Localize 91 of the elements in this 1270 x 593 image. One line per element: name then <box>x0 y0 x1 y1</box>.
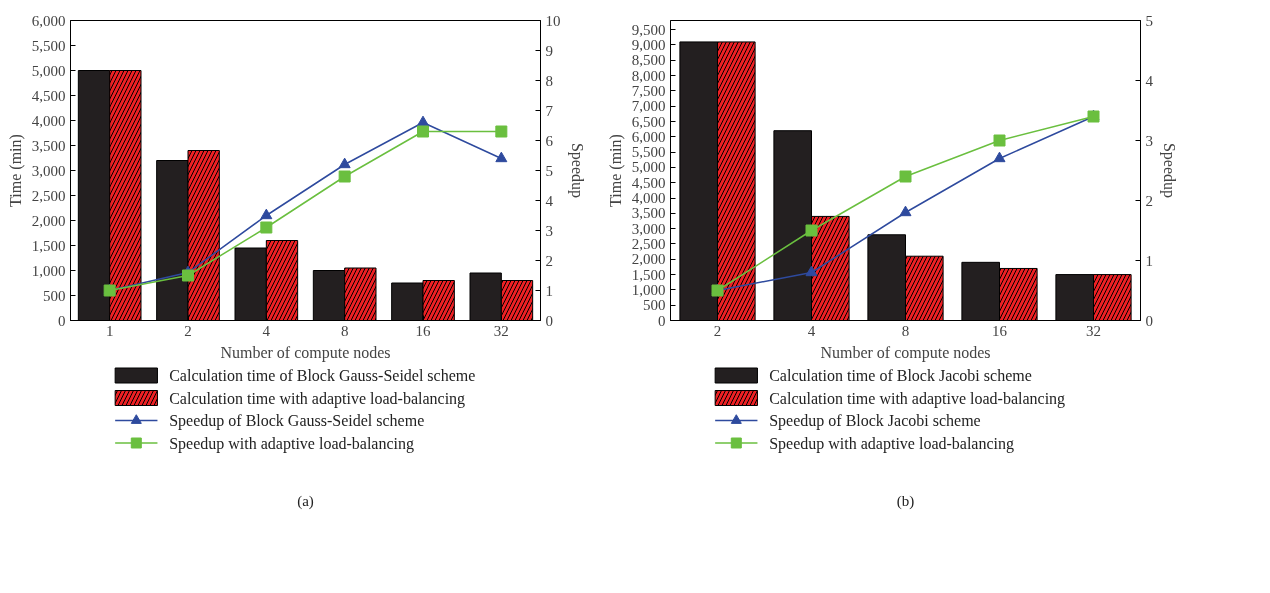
legend-label: Speedup with adaptive load-balancing <box>169 434 415 453</box>
y-tick-label: 2,000 <box>31 212 66 229</box>
y-tick-label: 1,000 <box>31 262 66 279</box>
point <box>417 125 429 138</box>
y-tick-label: 500 <box>43 287 66 304</box>
y-tick-label: 3,000 <box>631 220 666 237</box>
point <box>993 134 1006 147</box>
y-tick-label: 4,500 <box>31 87 66 104</box>
y-tick-label: 9,500 <box>631 21 666 38</box>
y-tick-label: 3,000 <box>31 162 66 179</box>
y-tick-label: 1,500 <box>31 237 66 254</box>
y2-tick-label: 1 <box>545 282 553 299</box>
y2-tick-label: 0 <box>1145 312 1153 329</box>
y-tick-label: 1,500 <box>631 266 666 283</box>
y2-tick-label: 2 <box>1145 192 1153 209</box>
x-axis-title: Number of compute nodes <box>220 343 391 362</box>
point <box>338 157 351 169</box>
legend-label: Speedup with adaptive load-balancing <box>769 434 1015 453</box>
y2-tick-label: 5 <box>1145 12 1153 29</box>
point <box>495 125 508 138</box>
legend-label: Calculation time of Block Jacobi scheme <box>769 367 1032 384</box>
y-tick-label: 5,500 <box>631 144 666 161</box>
y-tick-label: 4,000 <box>31 112 66 129</box>
x-tick-label: 8 <box>340 322 349 339</box>
y-tick-label: 6,000 <box>31 12 66 29</box>
point <box>993 151 1006 163</box>
x-tick-label: 8 <box>901 322 910 339</box>
legend-label: Calculation time of Block Gauss-Seidel scheme <box>169 367 476 384</box>
y-axis-title: Time (min) <box>6 134 25 207</box>
y2-tick-label: 6 <box>545 132 554 149</box>
point <box>805 265 818 277</box>
y2-tick-label: 0 <box>545 312 553 329</box>
y-tick-label: 8,000 <box>631 67 666 84</box>
y-tick-label: 1,000 <box>631 281 666 298</box>
y-tick-label: 7,500 <box>631 82 666 99</box>
point <box>182 269 194 282</box>
y-tick-label: 6,500 <box>631 113 666 130</box>
x-axis-title: Number of compute nodes <box>820 343 991 362</box>
y2-tick-label: 10 <box>545 12 561 29</box>
x-tick-label: 2 <box>184 322 192 339</box>
point <box>899 170 912 183</box>
legend-label: Speedup of Block Jacobi scheme <box>769 412 981 430</box>
legend-label: Calculation time with adaptive load-balancing <box>769 389 1066 408</box>
y-axis-title: Time (min) <box>606 134 625 207</box>
y-tick-label: 8,500 <box>631 52 666 69</box>
x-tick-label: 16 <box>415 322 431 339</box>
y-tick-label: 2,500 <box>631 235 666 252</box>
text: (a) <box>297 493 314 510</box>
y2-tick-label: 2 <box>545 252 553 269</box>
x-tick-label: 16 <box>992 322 1008 339</box>
y-tick-label: 0 <box>658 312 666 329</box>
y2-tick-label: 7 <box>545 102 554 119</box>
legend-label: Speedup of Block Gauss-Seidel scheme <box>169 412 425 430</box>
x-tick-label: 4 <box>262 322 271 339</box>
y-tick-label: 5,500 <box>31 37 66 54</box>
y-tick-label: 2,500 <box>31 187 66 204</box>
x-tick-label: 2 <box>713 322 722 339</box>
y2-axis-title: Speedup <box>567 142 586 199</box>
y2-tick-label: 4 <box>545 192 554 209</box>
y2-tick-label: 1 <box>1145 252 1153 269</box>
point <box>495 151 508 163</box>
legend-label: Calculation time with adaptive load-balancing <box>169 389 466 408</box>
y-tick-label: 9,000 <box>631 36 666 53</box>
x-tick-label: 1 <box>105 322 114 339</box>
x-tick-label: 32 <box>1086 322 1101 339</box>
y-tick-label: 4,500 <box>631 174 666 191</box>
y-tick-label: 2,000 <box>631 251 666 268</box>
y-tick-label: 0 <box>58 312 66 329</box>
y2-tick-label: 5 <box>545 162 553 179</box>
y2-tick-label: 8 <box>545 72 553 89</box>
y2-tick-label: 3 <box>1145 132 1153 149</box>
y2-tick-label: 9 <box>545 42 553 59</box>
point <box>260 221 273 234</box>
y-tick-label: 7,000 <box>631 98 666 115</box>
y2-tick-label: 4 <box>1145 72 1154 89</box>
y-tick-label: 3,500 <box>631 205 666 222</box>
y-tick-label: 6,000 <box>631 128 666 145</box>
y-tick-label: 500 <box>643 297 666 314</box>
y-tick-label: 5,000 <box>31 62 66 79</box>
point <box>899 205 912 217</box>
x-tick-label: 32 <box>493 322 509 339</box>
point <box>338 170 351 183</box>
text: (b) <box>896 493 915 510</box>
point <box>805 224 818 237</box>
y2-tick-label: 3 <box>545 222 553 239</box>
y2-axis-title: Speedup <box>1160 142 1178 199</box>
y-tick-label: 4,000 <box>631 190 666 207</box>
y-tick-label: 5,000 <box>631 159 666 176</box>
y-tick-label: 3,500 <box>31 137 66 154</box>
point <box>260 208 273 220</box>
x-tick-label: 4 <box>807 322 816 339</box>
